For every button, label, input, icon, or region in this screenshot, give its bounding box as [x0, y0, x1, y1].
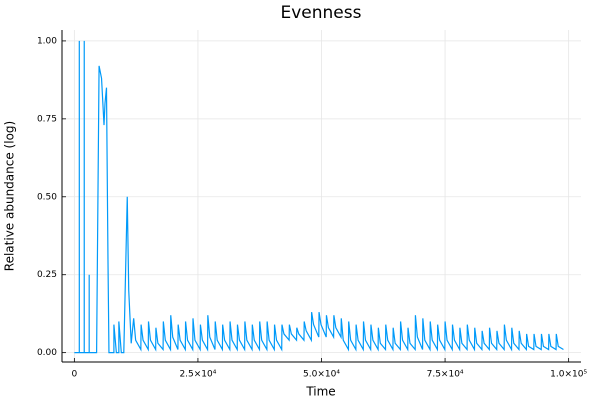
y-tick-label: 0.00: [37, 348, 57, 358]
x-tick-label: 5.0×10⁴: [303, 370, 340, 380]
data-line: [74, 40, 564, 354]
x-tick-label: 2.5×10⁴: [179, 370, 216, 380]
x-tick-label: 7.5×10⁴: [427, 370, 464, 380]
y-tick-label: 0.25: [37, 270, 57, 280]
x-tick-label: 0: [71, 370, 77, 380]
y-axis-label: Relative abundance (log): [3, 121, 17, 271]
y-tick-label: 0.75: [37, 114, 57, 124]
chart-title: Evenness: [281, 3, 362, 23]
x-tick-label: 1.0×10⁵: [550, 370, 587, 380]
x-axis-label: Time: [305, 385, 335, 399]
y-tick-label: 1.00: [37, 36, 57, 46]
y-tick-label: 0.50: [37, 192, 57, 202]
